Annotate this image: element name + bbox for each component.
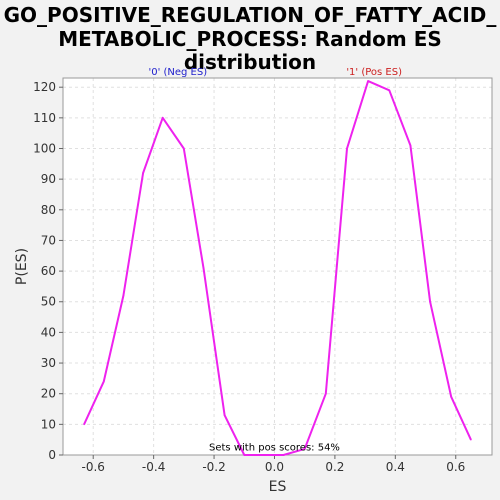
x-tick-label: -0.4 (142, 460, 165, 474)
y-axis-label: P(ES) (14, 248, 30, 285)
data-point (470, 438, 472, 441)
x-tick-label: 0.2 (325, 460, 344, 474)
data-point (303, 448, 306, 450)
y-tick-label: 120 (33, 80, 56, 94)
y-tick-label: 10 (41, 417, 56, 431)
class-annotation: '1' (Pos ES) (346, 67, 402, 78)
data-point (282, 454, 285, 456)
data-point (161, 117, 164, 119)
y-tick-label: 100 (33, 141, 56, 155)
y-tick-label: 30 (41, 356, 56, 370)
data-point (243, 454, 246, 456)
y-tick-label: 20 (41, 387, 56, 401)
data-point (346, 147, 348, 150)
data-point (102, 380, 105, 383)
data-point (142, 172, 144, 174)
x-tick-label: 0.6 (446, 460, 465, 474)
x-axis-label: ES (269, 479, 287, 495)
data-point (122, 294, 125, 297)
y-tick-label: 80 (41, 203, 56, 217)
chart-title-line-3: distribution (183, 50, 317, 74)
chart-title-line-1: GO_POSITIVE_REGULATION_OF_FATTY_ACID_ (3, 3, 497, 27)
x-tick-label: 0.0 (265, 460, 284, 474)
data-point (263, 454, 265, 456)
data-point (202, 267, 205, 269)
plot-area (63, 78, 492, 455)
series-line (83, 80, 472, 456)
y-tick-label: 60 (41, 264, 56, 278)
y-tick-label: 110 (33, 111, 56, 125)
data-point (429, 300, 431, 303)
y-tick-label: 50 (41, 295, 56, 309)
class-annotation: '0' (Neg ES) (148, 67, 207, 78)
pos-score-annotation: Sets with pos scores: 54% (209, 442, 340, 453)
y-tick-label: 0 (48, 448, 56, 462)
data-point (450, 395, 453, 398)
x-tick-label: -0.2 (202, 460, 225, 474)
data-point (367, 80, 369, 82)
y-tick-label: 90 (41, 172, 56, 186)
data-point (325, 392, 327, 395)
data-point (183, 147, 185, 150)
data-point (83, 423, 85, 426)
chart-title-line-2: METABOLIC_PROCESS: Random ES (58, 27, 442, 51)
data-point (409, 144, 412, 147)
x-tick-label: 0.4 (386, 460, 405, 474)
y-tick-label: 70 (41, 233, 56, 247)
x-tick-label: -0.6 (82, 460, 105, 474)
data-point (223, 414, 226, 416)
data-point (388, 89, 391, 92)
y-tick-label: 40 (41, 325, 56, 339)
